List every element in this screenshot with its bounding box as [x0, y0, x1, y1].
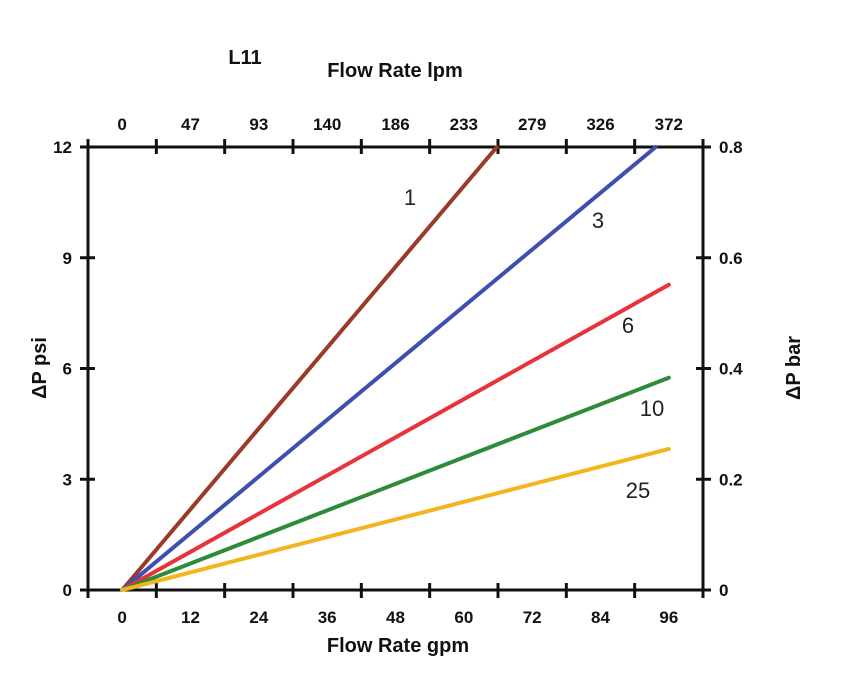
x2-tick-label: 372	[655, 115, 683, 134]
y-tick-label: 9	[63, 249, 72, 268]
x2-tick-label: 93	[249, 115, 268, 134]
y-tick-label: 12	[53, 138, 72, 157]
x-tick-label: 72	[523, 608, 542, 627]
x2-tick-label: 186	[381, 115, 409, 134]
y2-tick-label: 0.8	[719, 138, 743, 157]
series-line-1	[120, 145, 499, 592]
x-tick-label: 60	[454, 608, 473, 627]
x-tick-label: 84	[591, 608, 610, 627]
x-tick-label: 0	[117, 608, 126, 627]
top-axis-label: Flow Rate lpm	[327, 60, 463, 82]
series-label-3: 3	[592, 208, 604, 233]
x2-tick-label: 0	[117, 115, 126, 134]
left-axis-label: ΔP psi	[29, 337, 51, 399]
y2-tick-label: 0.6	[719, 249, 743, 268]
chart-title: L11	[228, 47, 261, 69]
series-label-25: 25	[626, 478, 650, 503]
series-line-3	[120, 145, 658, 592]
x2-tick-label: 279	[518, 115, 546, 134]
series-line-10	[120, 375, 671, 592]
right-axis-label: ΔP bar	[783, 336, 805, 400]
x-tick-label: 96	[659, 608, 678, 627]
y2-tick-label: 0.2	[719, 470, 743, 489]
x-tick-label: 48	[386, 608, 405, 627]
series-label-10: 10	[640, 396, 664, 421]
series-line-25	[120, 446, 671, 592]
x-tick-label: 36	[318, 608, 337, 627]
x2-tick-label: 140	[313, 115, 341, 134]
x2-tick-label: 326	[586, 115, 614, 134]
x2-tick-label: 47	[181, 115, 200, 134]
y-tick-label: 0	[63, 581, 72, 600]
x-tick-label: 12	[181, 608, 200, 627]
y2-tick-label: 0	[719, 581, 728, 600]
x2-tick-label: 233	[450, 115, 478, 134]
series-label-6: 6	[622, 313, 634, 338]
y-tick-label: 6	[63, 360, 72, 379]
bottom-axis-label: Flow Rate gpm	[327, 635, 469, 657]
series-line-6	[120, 282, 671, 592]
series-label-1: 1	[404, 185, 416, 210]
x-tick-label: 24	[249, 608, 268, 627]
y2-tick-label: 0.4	[719, 360, 743, 379]
y-tick-label: 3	[63, 470, 72, 489]
